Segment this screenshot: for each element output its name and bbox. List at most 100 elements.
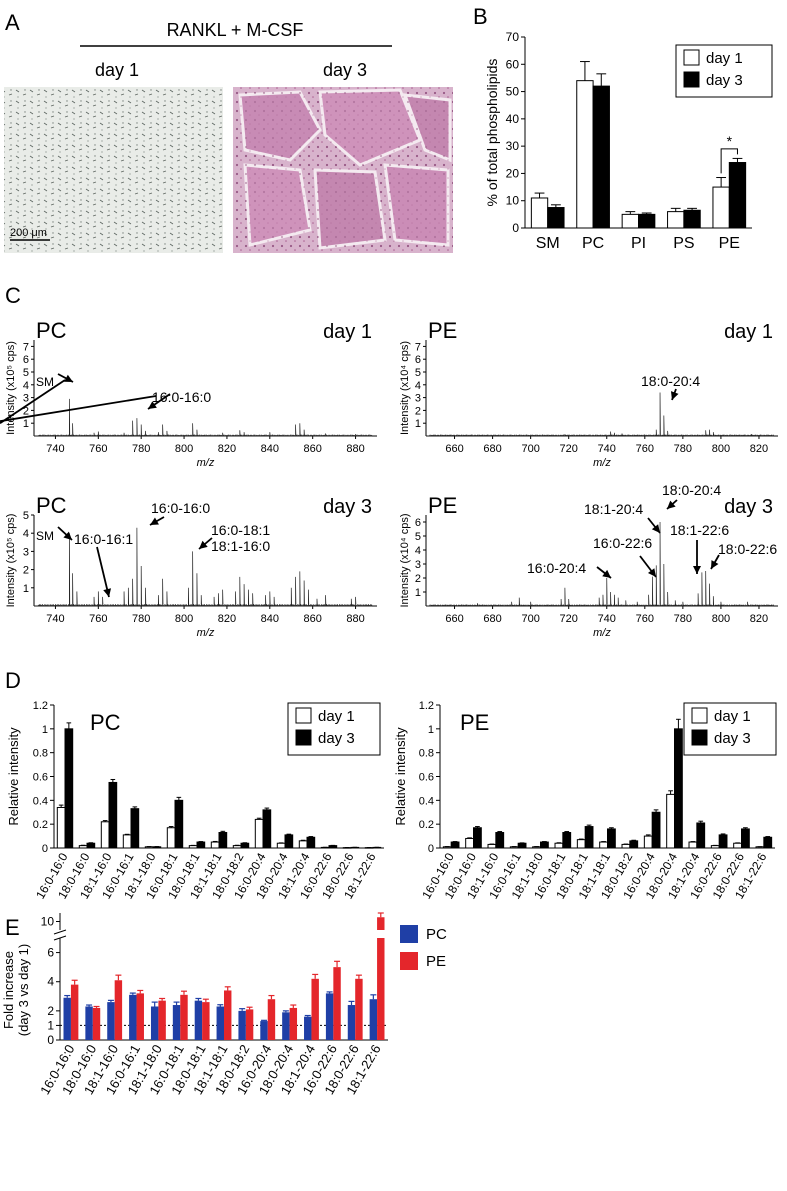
y-tick-label: 4 bbox=[23, 528, 29, 540]
y-tick-label: 60 bbox=[506, 57, 520, 71]
bar bbox=[688, 841, 698, 849]
y-tick-label: 40 bbox=[506, 112, 520, 126]
bar bbox=[674, 728, 683, 849]
annotation-label: 18:0-22:6 bbox=[718, 541, 777, 557]
x-tick-label: 780 bbox=[674, 613, 692, 625]
legend-label: PC bbox=[426, 926, 447, 943]
bar bbox=[85, 1006, 93, 1040]
bar bbox=[576, 80, 594, 229]
spectrum-trace bbox=[426, 392, 774, 437]
bar bbox=[238, 1010, 246, 1040]
legend-label: day 3 bbox=[714, 730, 751, 747]
bar bbox=[216, 1006, 224, 1040]
axis-break-mark bbox=[53, 929, 67, 941]
y-tick-label: 1 bbox=[415, 587, 421, 599]
y-tick-label: 2 bbox=[23, 565, 29, 577]
panel-b: B 0 10 20 30 40 50 60 70 SM PC PI PS PE % of total ph… bbox=[473, 4, 773, 252]
bar bbox=[763, 836, 773, 849]
y-tick-label: 6 bbox=[415, 354, 421, 366]
annotation-label: 16:0-20:4 bbox=[527, 560, 586, 576]
bar bbox=[576, 839, 586, 849]
bar bbox=[592, 85, 610, 229]
bar bbox=[284, 834, 294, 849]
bar bbox=[311, 978, 319, 1040]
bar bbox=[63, 997, 71, 1040]
category-label: PS bbox=[673, 235, 694, 252]
x-tick-label: 760 bbox=[89, 443, 107, 455]
chart-b: 0 10 20 30 40 50 60 70 SM PC PI PS PE % of total phos… bbox=[484, 30, 773, 252]
bar bbox=[333, 967, 341, 1040]
bar bbox=[56, 806, 66, 849]
x-tick-label: 700 bbox=[521, 613, 539, 625]
bar bbox=[224, 990, 232, 1040]
bar bbox=[245, 1009, 254, 1040]
legend-label: day 1 bbox=[318, 708, 355, 725]
bar bbox=[100, 821, 110, 849]
y-tick-label: 0.4 bbox=[33, 795, 48, 807]
bar bbox=[166, 827, 176, 849]
annotation-arrowhead bbox=[63, 531, 72, 540]
y-tick-label: 5 bbox=[23, 367, 29, 379]
micrograph-day3 bbox=[233, 87, 453, 253]
annotation-arrowhead bbox=[667, 500, 676, 509]
legend-swatch bbox=[400, 925, 418, 943]
panel-a: A RANKL + M-CSF day 1 day 3 200 μm bbox=[4, 10, 453, 253]
bar bbox=[210, 841, 220, 849]
annotation-label: SM bbox=[36, 529, 54, 543]
y-tick-label: 0 bbox=[42, 843, 48, 855]
spectrum-lipid-class: PE bbox=[428, 318, 457, 343]
chart-e: 012461016:0-16:018:0-16:018:1-16:016:0-1… bbox=[1, 912, 447, 1097]
bar bbox=[710, 845, 720, 849]
x-tick-label: 800 bbox=[712, 443, 730, 455]
bar bbox=[741, 828, 750, 849]
spectrum-day: day 1 bbox=[724, 321, 773, 343]
x-axis-label: m/z bbox=[197, 627, 215, 639]
annotation-label: 16:0-18:1 bbox=[211, 522, 270, 538]
bar bbox=[158, 1000, 166, 1040]
bar bbox=[172, 1005, 181, 1040]
bar bbox=[666, 793, 676, 849]
x-tick-label: 820 bbox=[218, 443, 236, 455]
x-tick-label: 880 bbox=[346, 613, 364, 625]
bar bbox=[643, 835, 653, 849]
day1-label: day 1 bbox=[95, 60, 139, 80]
bar bbox=[136, 993, 144, 1040]
bar bbox=[202, 1002, 210, 1040]
bar bbox=[188, 845, 198, 849]
spectrum-trace bbox=[34, 527, 373, 607]
x-tick-label: 740 bbox=[598, 613, 616, 625]
y-tick-label: 0.4 bbox=[419, 795, 434, 807]
y-tick-label: 6 bbox=[23, 354, 29, 366]
annotation-arrowhead bbox=[148, 401, 157, 409]
bar bbox=[92, 1007, 101, 1040]
bar bbox=[562, 832, 572, 849]
annotation-label: 18:0-20:4 bbox=[662, 482, 721, 498]
legend-label: day 3 bbox=[706, 72, 743, 89]
bar bbox=[696, 822, 706, 849]
chart-d-pe: 00.20.40.60.811.216:0-16:018:0-16:018:1-… bbox=[393, 700, 777, 901]
x-tick-label: 740 bbox=[598, 443, 616, 455]
legend-swatch bbox=[691, 729, 708, 746]
spectrum-lipid-class: PC bbox=[36, 493, 67, 518]
y-tick-label: 4 bbox=[415, 380, 421, 392]
y-tick-label: 1 bbox=[23, 583, 29, 595]
y-tick-label: 20 bbox=[506, 166, 520, 180]
x-tick-label: 860 bbox=[304, 613, 322, 625]
y-tick-label: 5 bbox=[415, 367, 421, 379]
y-tick-label: 2 bbox=[415, 405, 421, 417]
bar bbox=[232, 845, 242, 849]
bar-upper bbox=[377, 917, 385, 930]
bar bbox=[667, 211, 685, 229]
y-tick-label: 5 bbox=[23, 510, 29, 522]
y-tick-label: 50 bbox=[506, 85, 520, 99]
chart-label: PE bbox=[460, 710, 489, 735]
y-axis-label: Intensity (x10⁴ cps) bbox=[399, 341, 411, 435]
bar bbox=[540, 841, 549, 849]
x-tick-label: 720 bbox=[560, 613, 578, 625]
bar bbox=[621, 843, 631, 849]
annotation-arrowhead bbox=[647, 568, 656, 577]
category-label: SM bbox=[536, 235, 560, 252]
y-tick-label: 0.2 bbox=[33, 819, 48, 831]
bar bbox=[347, 1005, 356, 1040]
bar bbox=[718, 834, 728, 849]
